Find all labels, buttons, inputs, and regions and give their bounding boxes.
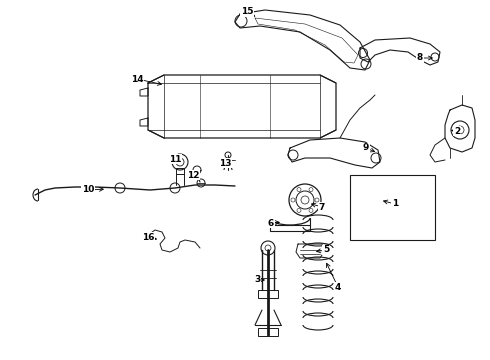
Text: 12: 12	[187, 171, 199, 180]
Text: 6: 6	[268, 219, 274, 228]
Text: 8: 8	[417, 54, 423, 63]
Bar	[350, 175, 435, 240]
Text: 5: 5	[323, 246, 329, 255]
Text: 3: 3	[254, 275, 260, 284]
Bar	[258, 328, 278, 336]
Text: 15: 15	[241, 8, 253, 17]
Text: 1: 1	[392, 199, 398, 208]
Text: 16: 16	[142, 233, 154, 242]
Text: 4: 4	[335, 283, 341, 292]
Bar	[176, 168, 184, 174]
Text: 11: 11	[169, 154, 181, 163]
Text: 10: 10	[82, 185, 94, 194]
Text: 9: 9	[363, 144, 369, 153]
Text: 14: 14	[131, 75, 143, 84]
Bar	[258, 290, 278, 298]
Text: 7: 7	[319, 202, 325, 211]
Bar	[270, 225, 310, 231]
Text: 13: 13	[219, 158, 231, 167]
Text: 2: 2	[454, 126, 460, 135]
